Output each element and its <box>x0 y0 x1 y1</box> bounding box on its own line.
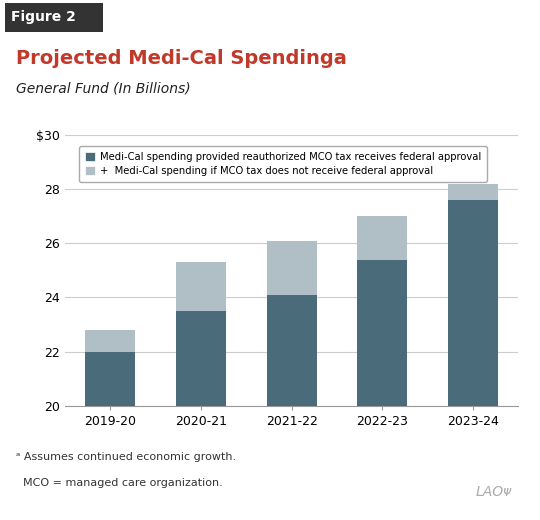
Text: ᵃ Assumes continued economic growth.: ᵃ Assumes continued economic growth. <box>16 452 237 462</box>
Text: General Fund (In Billions): General Fund (In Billions) <box>16 82 191 96</box>
Text: MCO = managed care organization.: MCO = managed care organization. <box>16 478 223 488</box>
Bar <box>85 352 135 406</box>
Bar <box>448 200 498 406</box>
Bar <box>267 295 316 406</box>
FancyBboxPatch shape <box>5 3 103 32</box>
Bar <box>176 311 226 406</box>
Bar <box>357 259 407 406</box>
Text: Projected Medi-Cal Spendinga: Projected Medi-Cal Spendinga <box>16 49 347 68</box>
Bar <box>267 241 316 295</box>
Bar <box>357 216 407 259</box>
Bar <box>85 330 135 352</box>
Text: LAOᴪ: LAOᴪ <box>475 485 511 499</box>
Bar <box>176 262 226 311</box>
Bar <box>448 184 498 200</box>
Legend: Medi-Cal spending provided reauthorized MCO tax receives federal approval, +  Me: Medi-Cal spending provided reauthorized … <box>79 146 487 181</box>
Text: Figure 2: Figure 2 <box>11 10 76 24</box>
